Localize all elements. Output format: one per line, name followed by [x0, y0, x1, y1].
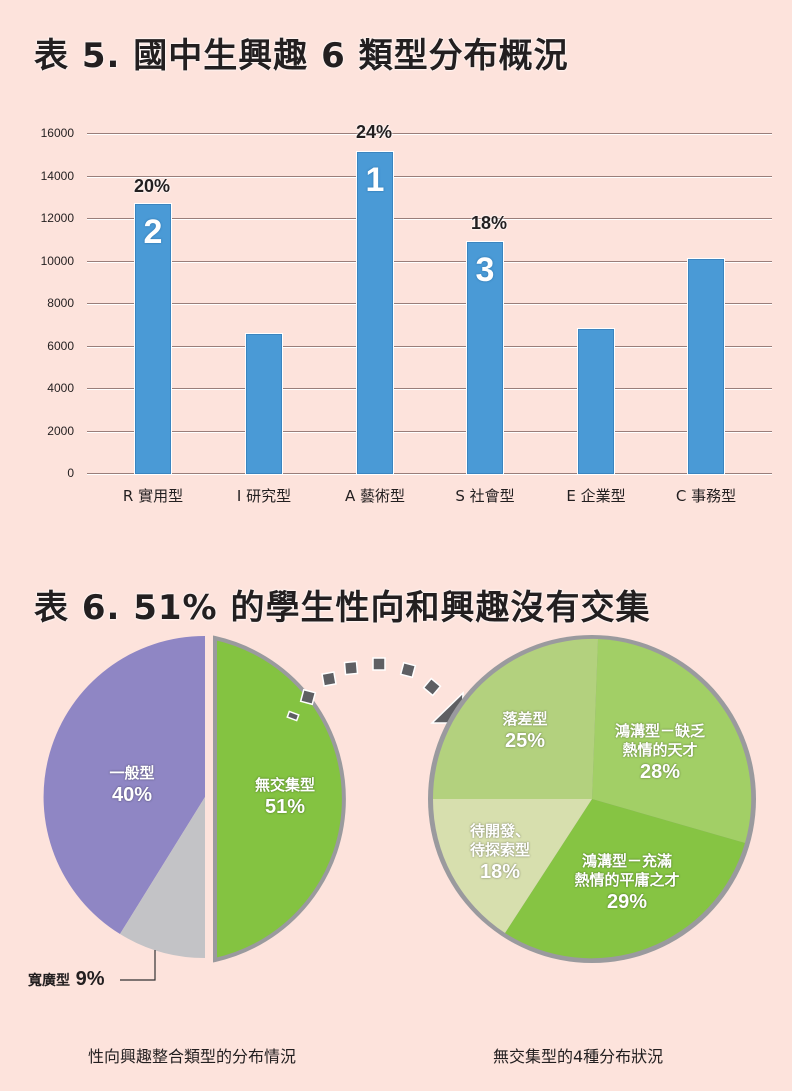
- gridline: [87, 133, 772, 135]
- x-label: R 實用型: [122, 487, 184, 505]
- pie-slice-no-intersection: [213, 635, 346, 963]
- chart-title-interest-distribution: 表 5. 國中生興趣 6 類型分布概況: [34, 36, 569, 76]
- rank-badge: 2: [143, 213, 163, 251]
- bar-realistic: 2: [135, 204, 171, 474]
- pie-slice-passion: [505, 799, 745, 959]
- y-tick: 14000: [40, 169, 74, 183]
- gridline: [87, 388, 772, 390]
- gridline: [87, 346, 772, 348]
- bar-artistic: 1: [357, 152, 393, 474]
- gridline x-axis: [87, 473, 772, 475]
- y-tick: 4000: [47, 381, 74, 395]
- x-label: C 事務型: [675, 487, 737, 505]
- x-label: I 研究型: [236, 487, 292, 505]
- pie-label-general: 一般型 40%: [109, 764, 155, 806]
- gridline: [87, 176, 772, 178]
- pie-label-no-intersection: 無交集型 51%: [254, 776, 315, 818]
- percent-label: 18%: [471, 213, 508, 233]
- bar-enterprising: [578, 329, 614, 474]
- leader-line: [120, 950, 156, 981]
- pie-slice-explore: [432, 799, 592, 933]
- gridline: [87, 261, 772, 263]
- rank-badge: 1: [365, 161, 385, 199]
- y-tick: 10000: [40, 254, 74, 268]
- percent-label: 24%: [356, 122, 393, 142]
- bar-chart: 16000 14000 12000 10000 8000 6000 4000 2…: [0, 110, 792, 530]
- gridline: [87, 303, 772, 305]
- chart-title-no-intersection: 表 6. 51% 的學生性向和興趣沒有交集: [34, 588, 651, 628]
- gridline: [87, 218, 772, 220]
- x-label: E 企業型: [566, 487, 626, 505]
- rank-badge: 3: [475, 251, 495, 289]
- pie-slice-genius: [592, 639, 752, 843]
- x-label: S 社會型: [455, 487, 515, 505]
- pie-label-genius: 鴻溝型－缺乏 熱情的天才 28%: [614, 722, 705, 783]
- pie-slice-general: [43, 635, 205, 934]
- gridline: [87, 431, 772, 433]
- x-label: A 藝術型: [344, 487, 406, 505]
- bar-investigative: [246, 334, 282, 474]
- pie-label-broad: 寬廣型 9%: [28, 968, 105, 990]
- arrow-connector: [286, 657, 464, 724]
- pie-slice-broad: [120, 797, 205, 959]
- caption-right-pie: 無交集型的4種分布狀況: [493, 1047, 664, 1066]
- bar-conventional: [688, 259, 724, 474]
- pie-label-explore: 待開發、 待探索型 18%: [469, 822, 530, 883]
- caption-left-pie: 性向興趣整合類型的分布情況: [88, 1047, 297, 1066]
- y-tick: 12000: [40, 211, 74, 225]
- pie-slice-gap: [433, 638, 598, 799]
- percent-label: 20%: [134, 176, 171, 196]
- y-tick: 2000: [47, 424, 74, 438]
- bar-social: 3: [467, 242, 503, 474]
- y-tick: 16000: [40, 126, 74, 140]
- y-tick: 0: [67, 466, 74, 480]
- y-tick: 6000: [47, 339, 74, 353]
- pie-label-gap: 落差型 25%: [502, 710, 548, 752]
- pie-label-passion: 鴻溝型－充滿 熱情的平庸之才 29%: [574, 852, 680, 913]
- y-tick: 8000: [47, 296, 74, 310]
